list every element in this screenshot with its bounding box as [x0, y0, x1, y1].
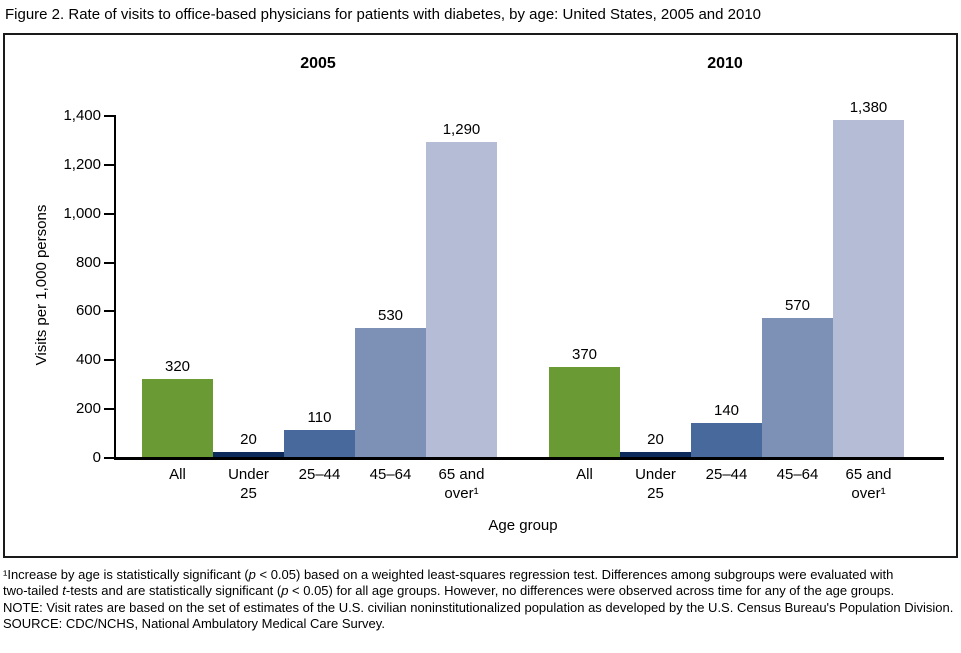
y-axis-tick [104, 213, 114, 215]
y-axis-tick-label: 800 [75, 254, 101, 271]
bar-value-label: 370 [571, 346, 598, 363]
footnotes: ¹Increase by age is statistically signif… [3, 567, 959, 633]
y-axis-tick-label: 1,000 [63, 205, 101, 222]
bar-value-label: 20 [240, 431, 257, 448]
bar [213, 452, 284, 457]
x-category-label: 25–44 [705, 466, 748, 483]
bar-value-label: 320 [164, 358, 191, 375]
bar-value-label: 1,380 [849, 99, 888, 116]
bar [620, 452, 691, 457]
footnote-line: two-tailed t-tests and are statistically… [3, 583, 895, 599]
y-axis-tick [104, 408, 114, 410]
bar [762, 318, 833, 457]
footnote-line: SOURCE: CDC/NCHS, National Ambulatory Me… [3, 616, 385, 632]
figure-title: Figure 2. Rate of visits to office-based… [5, 6, 762, 23]
bar-value-label: 570 [784, 297, 811, 314]
bar-value-label: 110 [307, 409, 332, 426]
x-category-label: Under 25 [228, 466, 269, 502]
bar [355, 328, 426, 457]
x-category-label: 45–64 [369, 466, 412, 483]
y-axis-line [114, 115, 116, 460]
chart-box: 2005 2010 Visits per 1,000 persons Age g… [3, 33, 958, 558]
bar [691, 423, 762, 457]
y-axis-tick-label: 400 [75, 351, 101, 368]
x-category-label: Under 25 [635, 466, 676, 502]
y-axis-tick-label: 1,400 [63, 107, 101, 124]
bar [284, 430, 355, 457]
x-axis-title: Age group [488, 517, 558, 534]
y-axis-tick [104, 359, 114, 361]
x-category-label: 65 and over¹ [438, 466, 485, 502]
group-header-2010: 2010 [707, 55, 743, 72]
y-axis-tick-label: 1,200 [63, 156, 101, 173]
x-category-label: All [576, 466, 593, 483]
bar [142, 379, 213, 457]
y-axis-tick [104, 164, 114, 166]
bar-value-label: 20 [647, 431, 664, 448]
x-axis-line [114, 457, 944, 460]
bar [549, 367, 620, 457]
bar [833, 120, 904, 457]
y-axis-tick-label: 0 [92, 449, 101, 466]
group-header-2005: 2005 [300, 55, 336, 72]
x-category-label: All [169, 466, 186, 483]
y-axis-tick-label: 600 [75, 302, 101, 319]
y-axis-tick [104, 115, 114, 117]
y-axis-tick [104, 457, 114, 459]
y-axis-tick-label: 200 [75, 400, 101, 417]
y-axis-tick [104, 262, 114, 264]
footnote-line: NOTE: Visit rates are based on the set o… [3, 599, 954, 615]
bar-value-label: 530 [377, 307, 404, 324]
bar-value-label: 1,290 [442, 121, 481, 138]
x-category-label: 25–44 [298, 466, 341, 483]
bar-value-label: 140 [713, 402, 740, 419]
y-axis-title: Visits per 1,000 persons [33, 204, 50, 366]
footnote-line: ¹Increase by age is statistically signif… [3, 567, 894, 582]
y-axis-tick [104, 310, 114, 312]
x-category-label: 65 and over¹ [845, 466, 892, 502]
bar [426, 142, 497, 457]
x-category-label: 45–64 [776, 466, 819, 483]
